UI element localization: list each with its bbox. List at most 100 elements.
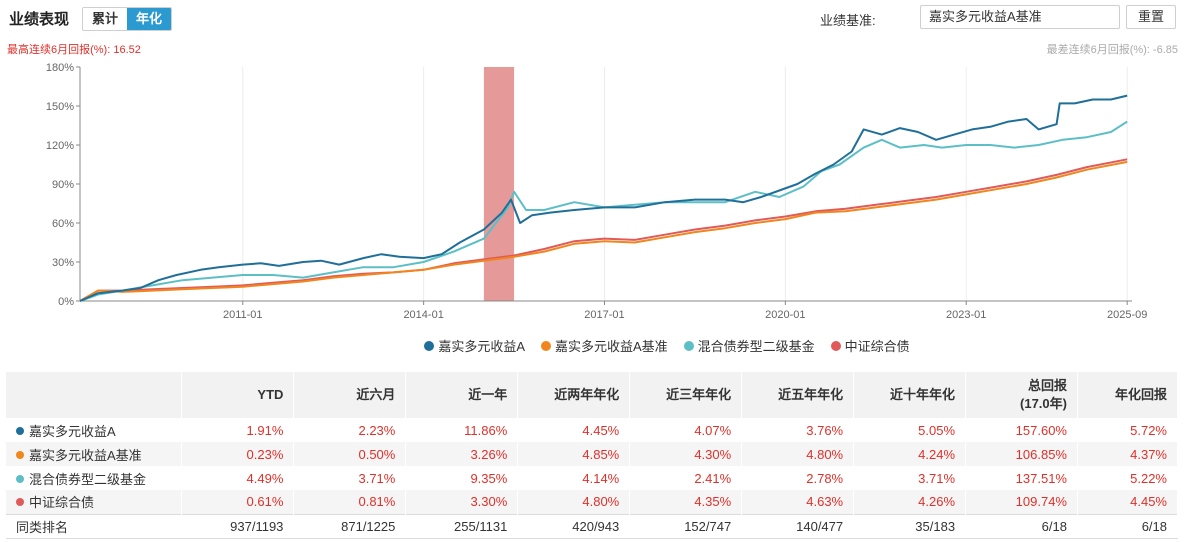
table-row: 混合债券型二级基金 4.49% 3.71% 9.35% 4.14% 2.41% 2.78% 3… <box>6 466 1179 490</box>
table-header-2y: 近两年年化 <box>517 372 631 418</box>
reset-button[interactable]: 重置 <box>1126 5 1176 29</box>
table-cell: 3.71% <box>293 466 407 490</box>
y-tick-label: 120% <box>46 140 74 152</box>
table-cell: 5.72% <box>1077 418 1179 442</box>
peer-series-line <box>79 120 1128 302</box>
row-color-dot <box>16 426 24 435</box>
x-tick-label: 2023-01 <box>946 309 986 321</box>
legend-fund-dot <box>424 340 435 351</box>
table-cell: 140/477 <box>741 513 855 539</box>
legend-item-bond-index[interactable]: 中证综合债 <box>830 336 910 355</box>
performance-line-chart: 0% 30% 60% 90% 120% 150% 180% 2011-01 2014-01 201… <box>46 62 1148 321</box>
table-cell: 4.35% <box>629 490 743 514</box>
table-cell: 2.41% <box>629 466 743 490</box>
benchmark-series-line <box>79 160 1128 302</box>
table-row-rank: 同类排名 937/1193 871/1225 255/1131 420/943 152/7… <box>6 513 1179 539</box>
benchmark-select[interactable]: 嘉实多元收益A基准 <box>920 5 1120 29</box>
x-tick-label: 2017-01 <box>584 309 624 321</box>
table-header-6m: 近六月 <box>293 372 407 418</box>
table-header-5y: 近五年年化 <box>741 372 855 418</box>
table-cell: 1.91% <box>181 418 295 442</box>
table-cell: 4.80% <box>741 442 855 466</box>
page-title: 业绩表现 <box>9 11 70 28</box>
table-cell: 420/943 <box>517 513 631 539</box>
table-cell: 35/183 <box>853 513 967 539</box>
y-tick-label: 90% <box>52 179 74 191</box>
table-cell: 4.85% <box>517 442 631 466</box>
performance-table: YTD 近六月 近一年 近两年年化 近三年年化 近五年年化 近十年年化 总回报 … <box>6 372 1179 539</box>
table-header-ytd: YTD <box>181 372 295 418</box>
table-cell: 0.61% <box>181 490 295 514</box>
table-cell: 5.05% <box>853 418 967 442</box>
highlight-band <box>483 67 515 301</box>
table-header-name <box>6 372 183 418</box>
y-tick-label: 150% <box>46 101 74 113</box>
table-cell: 137.51% <box>965 466 1078 490</box>
legend-item-fund[interactable]: 嘉实多元收益A <box>424 336 525 355</box>
table-cell: 0.50% <box>293 442 407 466</box>
table-cell: 0.81% <box>293 490 407 514</box>
legend-benchmark-dot <box>540 340 551 351</box>
worst-6m-return-note: 最差连续6月回报(%): -6.85 <box>1046 44 1178 56</box>
table-cell: 3.76% <box>741 418 855 442</box>
legend-fund-label: 嘉实多元收益A <box>438 339 525 354</box>
row-color-dot <box>16 498 24 507</box>
table-cell: 5.22% <box>1077 466 1179 490</box>
row-label: 混合债券型二级基金 <box>29 471 147 487</box>
row-label-cell: 嘉实多元收益A基准 <box>6 442 183 466</box>
table-cell: 6/18 <box>1077 513 1179 539</box>
table-header-total-period: (17.0年) <box>1020 396 1067 411</box>
row-color-dot <box>16 450 24 459</box>
table-cell: 4.37% <box>1077 442 1179 466</box>
table-cell: 4.26% <box>853 490 967 514</box>
table-header-3y: 近三年年化 <box>629 372 743 418</box>
chart-legend: 嘉实多元收益A 嘉实多元收益A基准 混合债券型二级基金 中证综合债 <box>0 336 1184 355</box>
legend-bond-index-dot <box>830 340 841 351</box>
legend-item-peer[interactable]: 混合债券型二级基金 <box>683 336 815 355</box>
row-label-cell: 嘉实多元收益A <box>6 418 183 442</box>
table-header-row: YTD 近六月 近一年 近两年年化 近三年年化 近五年年化 近十年年化 总回报 … <box>6 372 1179 418</box>
table-cell: 4.14% <box>517 466 631 490</box>
table-cell: 4.07% <box>629 418 743 442</box>
legend-peer-label: 混合债券型二级基金 <box>697 339 815 354</box>
row-label: 嘉实多元收益A基准 <box>29 447 142 463</box>
x-tick-label: 2025-09 <box>1107 309 1147 321</box>
table-cell: 3.71% <box>853 466 967 490</box>
table-header-total: 总回报 (17.0年) <box>965 372 1078 418</box>
table-cell: 2.23% <box>293 418 407 442</box>
table-cell: 4.63% <box>741 490 855 514</box>
table-cell: 0.23% <box>181 442 295 466</box>
y-tick-label: 0% <box>58 296 74 308</box>
table-cell: 157.60% <box>965 418 1078 442</box>
y-tick-label: 30% <box>52 257 74 269</box>
table-cell: 6/18 <box>965 513 1078 539</box>
y-tick-label: 60% <box>52 218 74 230</box>
row-color-dot <box>16 474 24 483</box>
legend-item-benchmark[interactable]: 嘉实多元收益A基准 <box>540 336 668 355</box>
table-cell: 2.78% <box>741 466 855 490</box>
table-cell: 4.49% <box>181 466 295 490</box>
toggle-annualized-button[interactable]: 年化 <box>127 8 171 30</box>
table-cell: 3.26% <box>405 442 519 466</box>
table-cell: 937/1193 <box>181 513 295 539</box>
table-row: 嘉实多元收益A基准 0.23% 0.50% 3.26% 4.85% 4.30% 4.80% 4… <box>6 442 1179 466</box>
row-label-cell: 中证综合债 <box>6 490 183 514</box>
row-label-cell: 混合债券型二级基金 <box>6 466 183 490</box>
bond-index-series-line <box>79 158 1128 302</box>
row-label: 嘉实多元收益A <box>29 423 116 439</box>
table-cell: 4.45% <box>1077 490 1179 514</box>
toggle-cumulative-button[interactable]: 累计 <box>83 8 127 30</box>
table-cell: 11.86% <box>405 418 519 442</box>
fund-series-line <box>79 94 1128 302</box>
table-cell: 3.30% <box>405 490 519 514</box>
benchmark-label: 业绩基准: <box>820 13 876 28</box>
table-cell: 106.85% <box>965 442 1078 466</box>
row-label-cell: 同类排名 <box>6 513 183 539</box>
table-header-annualized: 年化回报 <box>1077 372 1179 418</box>
table-row: 中证综合债 0.61% 0.81% 3.30% 4.80% 4.35% 4.63% 4.26%… <box>6 490 1179 514</box>
header-bar: 业绩表现 累计 年化 业绩基准: 嘉实多元收益A基准 重置 <box>0 0 1184 36</box>
x-tick-label: 2020-01 <box>765 309 805 321</box>
legend-bond-index-label: 中证综合债 <box>844 339 910 354</box>
table-cell: 4.80% <box>517 490 631 514</box>
table-cell: 4.45% <box>517 418 631 442</box>
